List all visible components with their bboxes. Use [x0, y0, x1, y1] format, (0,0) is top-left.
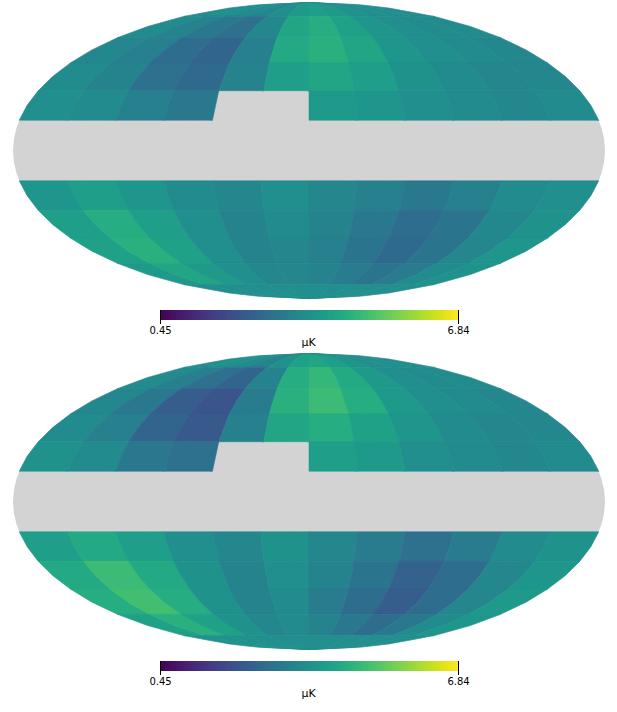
html-text:μK: μK: [301, 336, 316, 349]
html-text:μK: μK: [301, 687, 316, 700]
svg-text:6.84: 6.84: [447, 676, 469, 687]
svg-text:0.45: 0.45: [149, 325, 171, 336]
svg-text:6.84: 6.84: [447, 325, 469, 336]
svg-text:0.45: 0.45: [149, 676, 171, 687]
